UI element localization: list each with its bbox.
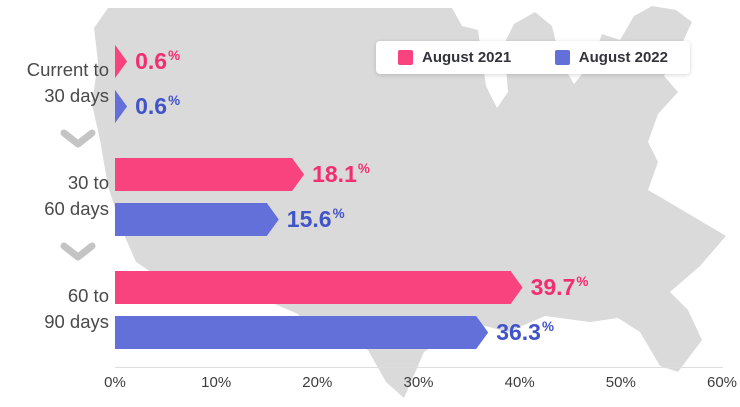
legend-item-august-2022: August 2022 — [554, 49, 668, 66]
chart-legend: August 2021 August 2022 — [376, 41, 690, 74]
value-label-august-2022-60-to-90-days: 36.3% — [496, 319, 554, 345]
bar-august-2021-60-to-90-days — [115, 271, 523, 304]
value-label-august-2021-current-to-30-days: 0.6% — [135, 48, 181, 74]
legend-item-august-2021: August 2021 — [398, 49, 511, 66]
x-axis-tick-label: 40% — [504, 374, 535, 391]
value-label-august-2022-30-to-60-days: 15.6% — [286, 206, 345, 232]
value-label-august-2021-30-to-60-days: 18.1% — [312, 161, 370, 187]
value-label-august-2022-current-to-30-days: 0.6% — [135, 93, 181, 119]
bar-august-2022-current-to-30-days — [115, 90, 127, 123]
bar-august-2022-60-to-90-days — [115, 316, 488, 349]
legend-label: August 2021 — [422, 49, 512, 66]
category-label-60-to-90-days: 60 to 90 days — [44, 285, 109, 332]
category-label-current-to-30-days: Current to 30 days — [26, 59, 109, 106]
x-axis-line — [115, 367, 723, 368]
bar-august-2021-current-to-30-days — [115, 45, 127, 78]
x-axis-tick-label: 60% — [706, 374, 738, 391]
bar-august-2022-30-to-60-days — [115, 203, 279, 236]
x-axis-tick-label: 50% — [605, 374, 636, 391]
x-axis-tick-label: 30% — [403, 374, 434, 391]
chevron-down-icon — [60, 242, 96, 261]
x-axis-tick-label: 10% — [201, 374, 232, 391]
legend-label: August 2022 — [578, 49, 668, 66]
category-label-30-to-60-days: 30 to 60 days — [44, 172, 109, 219]
x-axis-tick-label: 0% — [104, 374, 126, 391]
x-axis-tick-label: 20% — [302, 374, 333, 391]
legend-color-swatch-icon — [398, 50, 413, 65]
value-label-august-2021-60-to-90-days: 39.7% — [530, 274, 589, 300]
bar-august-2021-30-to-60-days — [115, 158, 304, 191]
chevron-down-icon — [60, 129, 96, 148]
legend-color-swatch-icon — [554, 50, 570, 65]
